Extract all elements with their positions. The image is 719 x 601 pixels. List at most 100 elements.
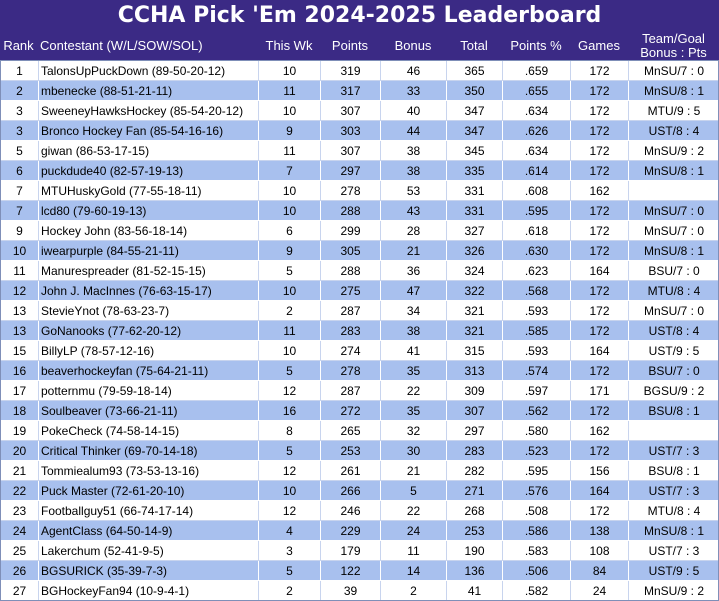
points-cell: 265 (320, 420, 381, 441)
games-cell: 164 (570, 260, 629, 281)
this-wk-cell: 5 (258, 260, 321, 281)
team-goal-cell: MnSU/7 : 0 (628, 200, 719, 221)
contestant-cell: puckdude40 (82-57-19-13) (38, 160, 259, 181)
games-cell: 172 (570, 240, 629, 261)
total-cell: 321 (446, 320, 503, 341)
col-header-total: Total (460, 38, 488, 53)
team-goal-cell: UST/8 : 4 (628, 120, 719, 141)
games-cell: 138 (570, 520, 629, 541)
bonus-cell: 24 (380, 520, 447, 541)
rank-cell: 21 (0, 460, 39, 481)
contestant-cell: giwan (86-53-17-15) (38, 140, 259, 161)
team-goal-cell: MnSU/8 : 1 (628, 520, 719, 541)
contestant-cell: John J. MacInnes (76-63-15-17) (38, 280, 259, 301)
total-cell: 322 (446, 280, 503, 301)
col-header-team-goal-line1: Team/Goal (642, 31, 705, 46)
this-wk-cell: 10 (258, 100, 321, 121)
bonus-cell: 21 (380, 460, 447, 481)
points-pct-cell: .580 (502, 420, 571, 441)
points-pct-cell: .623 (502, 260, 571, 281)
games-cell: 84 (570, 560, 629, 581)
points-pct-cell: .618 (502, 220, 571, 241)
rank-cell: 5 (0, 140, 39, 161)
table-row: 7 lcd80 (79-60-19-13) 10 288 43 331.595 172 MnS… (0, 200, 719, 221)
team-goal-cell: MnSU/8 : 1 (628, 80, 719, 101)
games-cell: 172 (570, 400, 629, 421)
points-pct-cell: .508 (502, 500, 571, 521)
total-cell: 327 (446, 220, 503, 241)
points-cell: 122 (320, 560, 381, 581)
games-cell: 164 (570, 340, 629, 361)
bonus-cell: 21 (380, 240, 447, 261)
this-wk-cell: 12 (258, 380, 321, 401)
total-cell: 309 (446, 380, 503, 401)
table-row: 9 Hockey John (83-56-18-14) 6 299 28 327.618 1… (0, 220, 719, 241)
contestant-cell: StevieYnot (78-63-23-7) (38, 300, 259, 321)
bonus-cell: 53 (380, 180, 447, 201)
this-wk-cell: 10 (258, 200, 321, 221)
points-cell: 253 (320, 440, 381, 461)
games-cell: 171 (570, 380, 629, 401)
team-goal-cell: MnSU/9 : 2 (628, 140, 719, 161)
total-cell: 331 (446, 200, 503, 221)
contestant-cell: mbenecke (88-51-21-11) (38, 80, 259, 101)
table-row: 27 BGHockeyFan94 (10-9-4-1) 2 39 2 41.582 24 Mn… (0, 580, 719, 601)
points-pct-cell: .626 (502, 120, 571, 141)
rank-cell: 25 (0, 540, 39, 561)
total-cell: 321 (446, 300, 503, 321)
bonus-cell: 41 (380, 340, 447, 361)
games-cell: 172 (570, 80, 629, 101)
team-goal-cell: MnSU/7 : 0 (628, 300, 719, 321)
total-cell: 347 (446, 120, 503, 141)
table-row: 23 Footballguy51 (66-74-17-14) 12 246 22 268.… (0, 500, 719, 521)
rank-cell: 26 (0, 560, 39, 581)
points-cell: 275 (320, 280, 381, 301)
points-cell: 317 (320, 80, 381, 101)
rank-cell: 16 (0, 360, 39, 381)
contestant-cell: Lakerchum (52-41-9-5) (38, 540, 259, 561)
table-row: 18 Soulbeaver (73-66-21-11) 16 272 35 307.562… (0, 400, 719, 421)
total-cell: 345 (446, 140, 503, 161)
this-wk-cell: 10 (258, 480, 321, 501)
points-cell: 288 (320, 260, 381, 281)
this-wk-cell: 5 (258, 360, 321, 381)
bonus-cell: 22 (380, 380, 447, 401)
team-goal-cell: BSU/8 : 1 (628, 460, 719, 481)
leaderboard-table: 1 TalonsUpPuckDown (89-50-20-12) 10 319 46 36… (0, 60, 719, 601)
contestant-cell: iwearpurple (84-55-21-11) (38, 240, 259, 261)
table-row: 26 BGSURICK (35-39-7-3) 5 122 14 136.506 84 UST… (0, 560, 719, 581)
points-cell: 274 (320, 340, 381, 361)
points-cell: 229 (320, 520, 381, 541)
points-cell: 283 (320, 320, 381, 341)
team-goal-cell: UST/9 : 5 (628, 560, 719, 581)
total-cell: 282 (446, 460, 503, 481)
rank-cell: 2 (0, 80, 39, 101)
rank-cell: 27 (0, 580, 39, 601)
col-header-points-pct: Points % (510, 38, 562, 53)
games-cell: 172 (570, 320, 629, 341)
col-header-points: Points (331, 38, 369, 53)
total-cell: 253 (446, 520, 503, 541)
contestant-cell: Manurespreader (81-52-15-15) (38, 260, 259, 281)
bonus-cell: 35 (380, 360, 447, 381)
games-cell: 172 (570, 300, 629, 321)
page-title: CCHA Pick 'Em 2024-2025 Leaderboard (0, 0, 719, 32)
points-cell: 278 (320, 180, 381, 201)
points-pct-cell: .655 (502, 80, 571, 101)
team-goal-cell: MnSU/7 : 0 (628, 60, 719, 81)
bonus-cell: 38 (380, 320, 447, 341)
table-row: 10 iwearpurple (84-55-21-11) 9 305 21 326.630… (0, 240, 719, 261)
team-goal-cell: MnSU/9 : 2 (628, 580, 719, 601)
points-cell: 261 (320, 460, 381, 481)
bonus-cell: 38 (380, 140, 447, 161)
this-wk-cell: 11 (258, 80, 321, 101)
contestant-cell: Footballguy51 (66-74-17-14) (38, 500, 259, 521)
contestant-cell: Bronco Hockey Fan (85-54-16-16) (38, 120, 259, 141)
table-row: 15 BillyLP (78-57-12-16) 10 274 41 315.593 164… (0, 340, 719, 361)
team-goal-cell: MTU/9 : 5 (628, 100, 719, 121)
this-wk-cell: 8 (258, 420, 321, 441)
rank-cell: 1 (0, 60, 39, 81)
contestant-cell: Critical Thinker (69-70-14-18) (38, 440, 259, 461)
total-cell: 271 (446, 480, 503, 501)
